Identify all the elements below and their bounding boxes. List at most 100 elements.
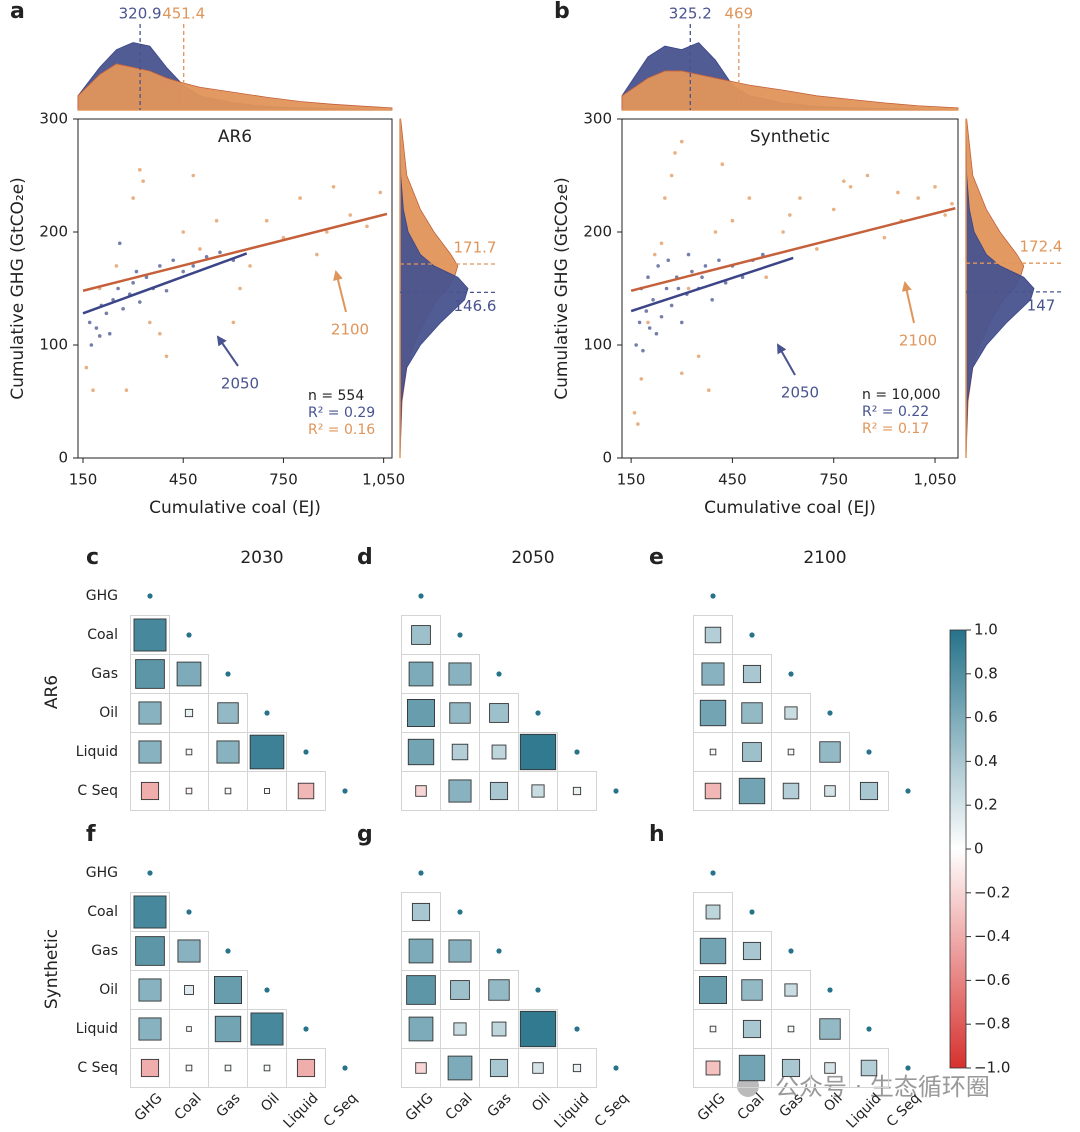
panel-letter: c (86, 545, 99, 570)
point (652, 252, 657, 257)
cell (408, 661, 434, 687)
x-tick-label: 1,050 (914, 471, 957, 489)
cell (135, 936, 165, 966)
point (181, 230, 186, 234)
point (943, 213, 947, 217)
cell (784, 983, 798, 997)
point (706, 388, 711, 393)
colorbar-tick-label: 0.2 (974, 796, 998, 814)
point (720, 162, 725, 166)
point (700, 275, 704, 280)
point (659, 314, 664, 319)
cell (177, 939, 201, 963)
point (164, 288, 169, 293)
fit-line (82, 252, 248, 315)
plot-title: AR6 (218, 127, 252, 147)
colorbar-tick-label: 0.6 (974, 708, 998, 726)
y-tick-label: 0 (602, 449, 612, 467)
diagonal-dot (749, 909, 755, 915)
y-tick-label: 100 (39, 336, 68, 354)
row-label: Coal (87, 904, 118, 920)
cell (250, 1012, 284, 1046)
series-label: 2050 (781, 384, 819, 402)
point (137, 300, 142, 304)
col-label: Liquid (280, 1090, 321, 1131)
cell (135, 659, 165, 689)
col-label: C Seq (321, 1090, 361, 1130)
diagonal-dot (418, 593, 424, 599)
r2-label: R² = 0.17 (862, 421, 929, 437)
point (865, 173, 870, 178)
colorbar-tick-label: −0.6 (974, 971, 1010, 989)
point (659, 241, 664, 246)
cell (138, 701, 162, 725)
cell (217, 702, 239, 724)
point (679, 139, 684, 144)
r2-label: R² = 0.22 (862, 404, 929, 420)
cell (408, 938, 434, 964)
cell (705, 904, 721, 920)
cell (224, 787, 232, 795)
row-label: Oil (99, 705, 118, 721)
point (654, 331, 659, 336)
diagonal-dot (457, 909, 463, 915)
diagonal-dot (342, 1065, 348, 1071)
cell (742, 1019, 762, 1039)
cell (447, 1055, 473, 1081)
cell (819, 1018, 841, 1040)
point (171, 258, 176, 263)
point (676, 286, 681, 291)
cell (408, 1016, 434, 1042)
point (632, 411, 637, 415)
point (644, 309, 649, 313)
point (181, 269, 186, 274)
point (104, 311, 109, 316)
diagonal-dot (264, 987, 270, 993)
point (950, 201, 954, 206)
cell (784, 706, 798, 720)
diagonal-dot (496, 948, 502, 954)
cell (701, 662, 725, 686)
right-density (965, 118, 1035, 459)
point (141, 179, 145, 183)
cell-outline (286, 771, 326, 811)
point (114, 264, 119, 268)
point (686, 252, 691, 257)
diagonal-dot (457, 632, 463, 638)
row-label: Gas (91, 943, 118, 959)
x-tick-label: 150 (617, 471, 646, 489)
diagonal-dot (905, 1065, 911, 1071)
cell (297, 782, 315, 800)
point (198, 247, 202, 251)
point (666, 258, 671, 263)
diagonal-dot (788, 948, 794, 954)
cell (448, 939, 472, 963)
plot-title: Synthetic (750, 127, 830, 147)
point (764, 275, 768, 280)
colorbar-tick-label: −0.2 (974, 883, 1010, 901)
r2-label: R² = 0.16 (308, 422, 375, 438)
cell (489, 781, 509, 801)
point (740, 275, 745, 280)
y-tick-label: 200 (583, 223, 612, 241)
cell (249, 734, 285, 770)
y-tick-label: 0 (58, 449, 68, 467)
cell (782, 782, 800, 800)
cell-outline (849, 1048, 889, 1088)
point (204, 255, 209, 259)
x-tick-label: 750 (819, 471, 848, 489)
point (231, 320, 236, 325)
median-label: 451.4 (162, 5, 205, 23)
cell (411, 625, 431, 645)
y-tick-label: 300 (583, 110, 612, 128)
point (191, 264, 196, 268)
point (646, 320, 650, 325)
point (131, 196, 135, 200)
colorbar-tick-label: 0 (974, 840, 984, 858)
point (747, 196, 752, 200)
diagonal-dot (905, 788, 911, 794)
cell (704, 626, 722, 644)
cell (185, 787, 193, 795)
cell (787, 748, 795, 756)
median-label: 146.6 (454, 297, 497, 315)
